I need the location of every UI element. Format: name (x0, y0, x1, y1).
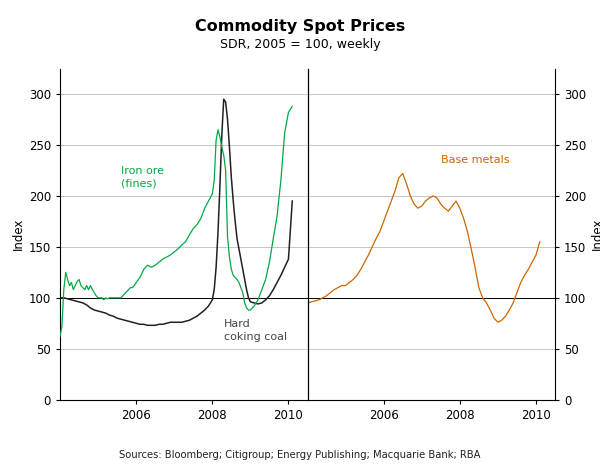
Text: Hard
coking coal: Hard coking coal (224, 319, 287, 342)
Text: Sources: Bloomberg; Citigroup; Energy Publishing; Macquarie Bank; RBA: Sources: Bloomberg; Citigroup; Energy Pu… (119, 450, 481, 460)
Text: Iron ore
(fines): Iron ore (fines) (121, 166, 164, 189)
Text: SDR, 2005 = 100, weekly: SDR, 2005 = 100, weekly (220, 38, 380, 52)
Text: Commodity Spot Prices: Commodity Spot Prices (195, 18, 405, 34)
Text: Base metals: Base metals (441, 155, 509, 165)
Y-axis label: Index: Index (11, 218, 25, 250)
Y-axis label: Index: Index (590, 218, 600, 250)
